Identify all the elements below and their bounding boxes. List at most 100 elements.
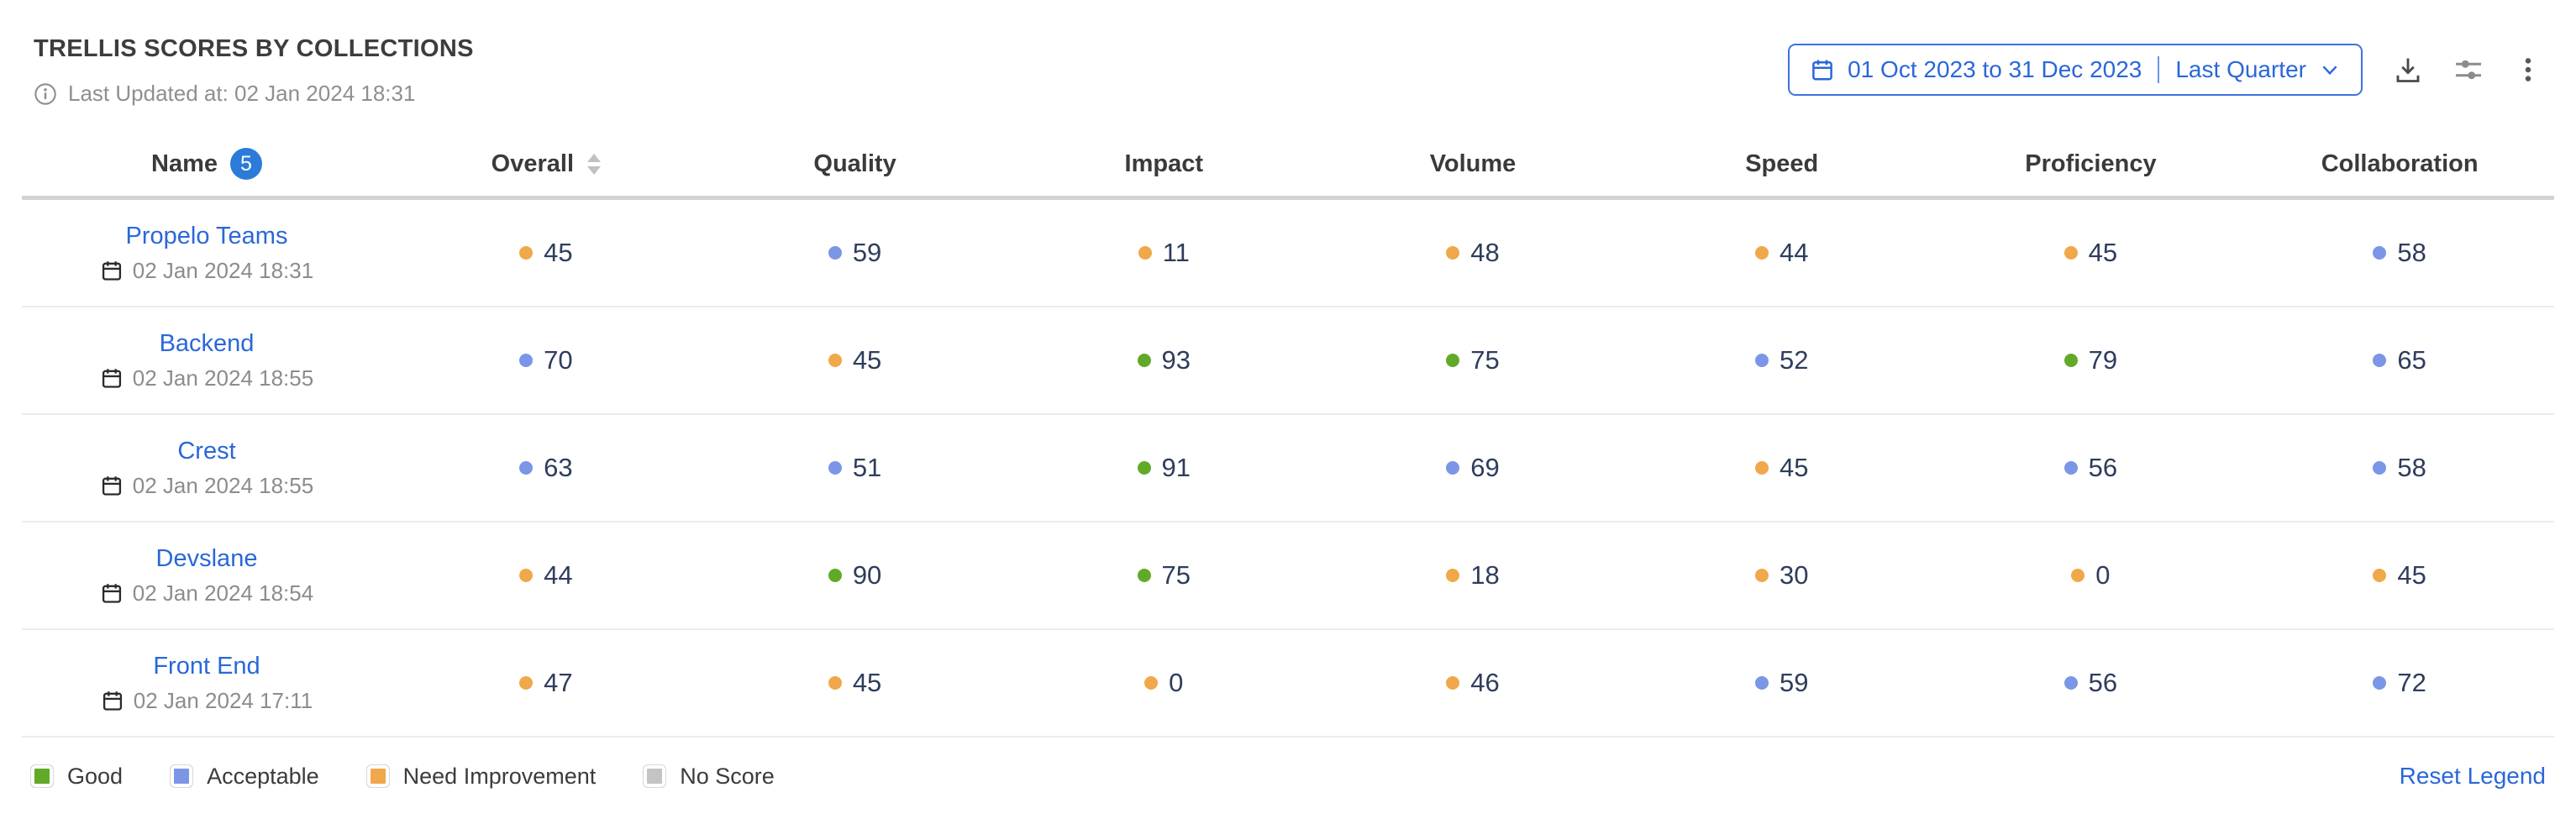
score-value: 47	[544, 668, 573, 697]
score-value: 65	[2397, 345, 2426, 375]
title-block: TRELLIS SCORES BY COLLECTIONS Last Updat…	[34, 35, 474, 107]
score-value: 45	[2397, 560, 2426, 590]
date-range-button[interactable]: 01 Oct 2023 to 31 Dec 2023 Last Quarter	[1788, 44, 2363, 96]
column-header-name: Name 5	[22, 148, 392, 180]
date-range-label: 01 Oct 2023 to 31 Dec 2023	[1848, 56, 2142, 82]
column-label: Overall	[491, 150, 575, 177]
score-dot	[1754, 676, 1769, 690]
calendar-icon	[100, 259, 124, 282]
score-cell: 79	[1937, 345, 2246, 375]
score-value: 45	[2088, 238, 2118, 267]
widget-title: TRELLIS SCORES BY COLLECTIONS	[34, 35, 474, 62]
score-dot	[2373, 354, 2387, 367]
last-updated: Last Updated at: 02 Jan 2024 18:31	[34, 81, 474, 107]
score-cell: 44	[1627, 238, 1937, 268]
score-dot	[1446, 461, 1460, 475]
table-row: Front End 02 Jan 2024 17:11 47 45	[22, 630, 2554, 738]
score-cell: 48	[1318, 238, 1627, 268]
score-cell: 72	[2245, 668, 2554, 698]
table-row: Crest 02 Jan 2024 18:55 63 51	[22, 415, 2554, 522]
row-updated: 02 Jan 2024 18:55	[100, 365, 313, 391]
score-cell: 58	[2245, 453, 2554, 483]
score-value: 91	[1161, 453, 1191, 482]
collection-link[interactable]: Front End	[153, 652, 260, 680]
scores-table: Name 5 Overall Quality Impact Volume Spe…	[0, 132, 2576, 738]
score-value: 56	[2088, 668, 2118, 697]
column-header-overall[interactable]: Overall	[392, 150, 701, 178]
column-header-speed: Speed	[1745, 150, 1819, 177]
score-value: 0	[2095, 560, 2111, 590]
score-dot	[1137, 569, 1151, 582]
row-updated: 02 Jan 2024 18:54	[100, 580, 313, 606]
row-updated-text: 02 Jan 2024 18:55	[132, 365, 314, 391]
collection-link[interactable]: Propelo Teams	[125, 222, 288, 249]
column-header-impact: Impact	[1124, 150, 1204, 177]
score-value: 58	[2397, 238, 2426, 267]
info-icon[interactable]	[34, 82, 57, 106]
score-value: 56	[2088, 453, 2118, 482]
legend-swatch	[170, 764, 194, 788]
score-cell: 0	[1009, 668, 1318, 698]
score-cell: 45	[1627, 453, 1937, 483]
legend-item-no-score[interactable]: No Score	[643, 764, 775, 790]
score-dot	[1138, 246, 1152, 260]
score-dot	[1446, 676, 1460, 690]
score-dot	[519, 246, 534, 260]
score-cell: 56	[1937, 453, 2246, 483]
table-row: Backend 02 Jan 2024 18:55 70 45	[22, 307, 2554, 415]
score-dot	[519, 676, 534, 690]
more-options-button[interactable]	[2514, 55, 2542, 84]
collection-link[interactable]: Backend	[159, 329, 255, 357]
score-dot	[2063, 354, 2078, 367]
score-cell: 51	[701, 453, 1010, 483]
score-value: 44	[1779, 238, 1809, 267]
score-cell: 30	[1627, 560, 1937, 591]
score-cell: 91	[1009, 453, 1318, 483]
score-value: 52	[1779, 345, 1809, 375]
download-button[interactable]	[2393, 55, 2423, 85]
legend-item-good[interactable]: Good	[30, 764, 123, 790]
score-dot	[2063, 246, 2078, 260]
table-body: Propelo Teams 02 Jan 2024 18:31 45 59	[22, 200, 2554, 738]
score-cell: 70	[392, 345, 701, 375]
score-dot	[828, 354, 842, 367]
score-dot	[519, 569, 534, 582]
sliders-icon	[2453, 55, 2484, 85]
collection-link[interactable]: Crest	[177, 437, 236, 465]
table-row: Propelo Teams 02 Jan 2024 18:31 45 59	[22, 200, 2554, 307]
legend-item-acceptable[interactable]: Acceptable	[170, 764, 319, 790]
score-dot	[1754, 569, 1769, 582]
score-dot	[2373, 569, 2387, 582]
score-cell: 59	[701, 238, 1010, 268]
last-updated-text: Last Updated at: 02 Jan 2024 18:31	[68, 81, 416, 106]
score-value: 0	[1169, 668, 1184, 697]
calendar-icon	[100, 474, 124, 497]
legend-label: Good	[67, 763, 124, 789]
score-dot	[828, 569, 842, 582]
calendar-icon	[100, 366, 124, 390]
column-header-quality: Quality	[813, 150, 896, 177]
legend-items: Good Acceptable Need Improvement No Scor…	[30, 764, 775, 790]
legend-label: Need Improvement	[402, 763, 597, 789]
score-dot	[2063, 676, 2078, 690]
column-header-proficiency: Proficiency	[2025, 150, 2157, 177]
score-value: 90	[852, 560, 882, 590]
legend-item-need-improvement[interactable]: Need Improvement	[365, 763, 597, 790]
row-updated-text: 02 Jan 2024 17:11	[133, 687, 313, 713]
kebab-menu-icon	[2514, 55, 2542, 84]
score-value: 75	[1161, 560, 1191, 590]
score-dot	[1754, 354, 1769, 367]
collection-link[interactable]: Devslane	[155, 544, 258, 572]
score-cell: 69	[1318, 453, 1627, 483]
score-dot	[828, 676, 842, 690]
score-cell: 47	[392, 668, 701, 698]
widget-settings-button[interactable]	[2453, 55, 2484, 85]
reset-legend-link[interactable]: Reset Legend	[2399, 763, 2546, 789]
score-dot	[1446, 354, 1460, 367]
score-value: 75	[1470, 345, 1500, 375]
score-cell: 63	[392, 453, 701, 483]
widget-header: TRELLIS SCORES BY COLLECTIONS Last Updat…	[0, 0, 2576, 107]
score-value: 45	[1779, 453, 1809, 482]
sort-carets-icon	[587, 153, 602, 175]
score-cell: 45	[701, 345, 1010, 375]
